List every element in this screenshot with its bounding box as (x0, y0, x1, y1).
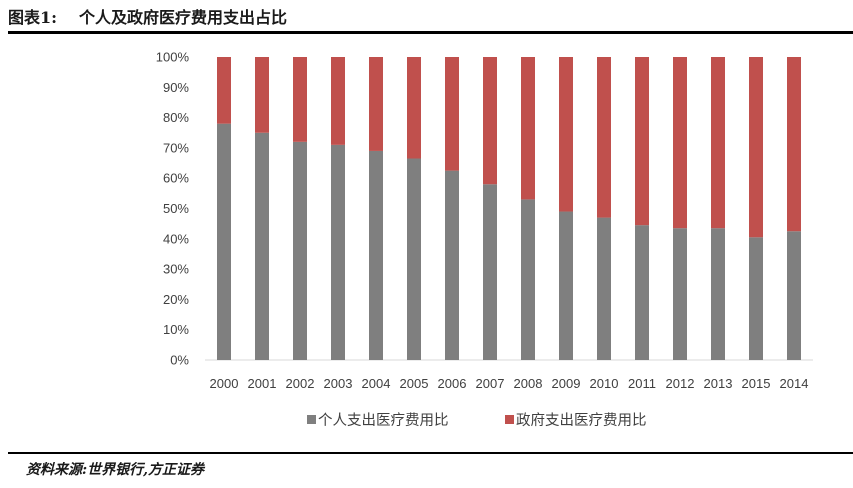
personal-bar-2008 (521, 199, 535, 360)
government-bar-2003 (331, 57, 345, 145)
government-bar-2010 (597, 57, 611, 218)
personal-bar-2003 (331, 144, 345, 360)
x-tick-label: 2007 (476, 376, 505, 391)
personal-bar-2011 (635, 225, 649, 360)
personal-bar-2004 (369, 150, 383, 360)
figure-title: 图表1: 个人及政府医疗费用支出占比 (8, 4, 287, 28)
personal-bar-2014 (787, 231, 801, 360)
government-bar-2011 (635, 57, 649, 226)
y-tick-label: 60% (163, 171, 189, 186)
personal-bar-2005 (407, 158, 421, 360)
x-tick-label: 2009 (552, 376, 581, 391)
government-bar-2005 (407, 57, 421, 159)
personal-bar-2012 (673, 228, 687, 360)
x-tick-label: 2014 (780, 376, 809, 391)
government-bar-2012 (673, 57, 687, 229)
x-tick-label: 2012 (666, 376, 695, 391)
government-bar-2008 (521, 57, 535, 200)
government-bar-2000 (217, 57, 231, 124)
source-note: 资料来源:世界银行,方正证券 (26, 462, 205, 478)
legend-label: 个人支出医疗费用比 (318, 412, 449, 429)
x-tick-label: 2011 (628, 376, 656, 391)
legend-swatch (505, 415, 514, 424)
legend-swatch (307, 415, 316, 424)
y-tick-label: 30% (163, 262, 189, 277)
government-bar-2015 (749, 57, 763, 238)
personal-bar-2010 (597, 217, 611, 360)
legend-label: 政府支出医疗费用比 (516, 412, 647, 429)
x-tick-label: 2006 (438, 376, 467, 391)
personal-bar-2009 (559, 211, 573, 360)
personal-bar-2015 (749, 237, 763, 360)
personal-bar-2013 (711, 228, 725, 360)
y-tick-label: 90% (163, 80, 189, 95)
x-tick-label: 2000 (210, 376, 239, 391)
y-tick-label: 20% (163, 292, 189, 307)
personal-bar-2002 (293, 141, 307, 360)
government-bar-2014 (787, 57, 801, 232)
y-tick-label: 0% (170, 353, 189, 368)
y-tick-label: 40% (163, 231, 189, 246)
y-tick-label: 10% (163, 322, 189, 337)
y-tick-label: 80% (163, 110, 189, 125)
x-tick-label: 2001 (248, 376, 277, 391)
x-tick-label: 2002 (286, 376, 315, 391)
y-tick-label: 70% (163, 140, 189, 155)
top-rule (8, 31, 853, 34)
y-tick-label: 100% (156, 50, 190, 65)
government-bar-2001 (255, 57, 269, 133)
y-tick-label: 50% (163, 201, 189, 216)
government-bar-2007 (483, 57, 497, 185)
personal-bar-2000 (217, 123, 231, 360)
personal-bar-2006 (445, 170, 459, 360)
figure-label: 图表1: (8, 8, 58, 27)
government-bar-2002 (293, 57, 307, 142)
x-tick-label: 2003 (324, 376, 353, 391)
x-tick-label: 2015 (742, 376, 771, 391)
government-bar-2009 (559, 57, 573, 212)
government-bar-2004 (369, 57, 383, 151)
x-tick-label: 2013 (704, 376, 733, 391)
x-tick-label: 2010 (590, 376, 619, 391)
personal-bar-2001 (255, 132, 269, 360)
figure-title-text: 个人及政府医疗费用支出占比 (79, 8, 288, 27)
personal-bar-2007 (483, 184, 497, 360)
x-tick-label: 2004 (362, 376, 391, 391)
government-bar-2013 (711, 57, 725, 229)
stacked-bar-chart: 0% 10% 20% 30% 40% 50% 60% 70% 80% 90% 100% 2000 200… (156, 50, 813, 429)
bottom-rule (8, 452, 853, 454)
government-bar-2006 (445, 57, 459, 171)
x-tick-label: 2005 (400, 376, 429, 391)
x-tick-label: 2008 (514, 376, 543, 391)
